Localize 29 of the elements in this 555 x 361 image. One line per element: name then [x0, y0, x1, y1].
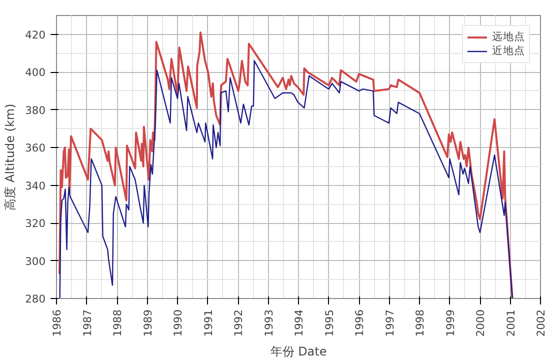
legend-label: 远地点 [492, 30, 525, 44]
y-tick-label: 280 [25, 292, 46, 306]
x-tick-label: 1989 [141, 309, 154, 337]
x-tick-label: 1994 [292, 309, 306, 337]
x-tick-label: 1999 [444, 309, 457, 337]
x-tick-label: 1990 [172, 309, 184, 337]
y-tick-label: 320 [25, 217, 46, 230]
y-tick-label: 420 [25, 28, 46, 42]
legend-label: 近地点 [492, 44, 525, 58]
x-tick-label: 2001 [504, 309, 518, 337]
x-tick-label: 1995 [322, 309, 336, 337]
y-axis-title: 高度 Altitude (km) [3, 104, 18, 210]
x-tick-label: 1988 [111, 309, 124, 337]
y-tick-label: 380 [25, 104, 46, 117]
y-tick-label: 360 [25, 142, 46, 155]
y-tick-label: 400 [25, 66, 46, 80]
x-tick-label: 1998 [414, 309, 426, 337]
x-tick-label: 2000 [474, 309, 487, 337]
y-tick-label: 300 [25, 254, 46, 268]
x-tick-label: 1987 [80, 309, 94, 337]
x-axis-title: 年份 Date [270, 344, 327, 359]
x-tick-label: 1986 [50, 309, 64, 337]
x-tick-label: 1993 [262, 309, 276, 337]
x-tick-label: 1991 [202, 309, 215, 337]
x-tick-label: 1996 [353, 309, 366, 337]
x-tick-label: 1992 [232, 309, 245, 337]
x-tick-label: 1997 [383, 309, 396, 337]
y-tick-label: 340 [25, 179, 46, 192]
x-tick-label: 2002 [534, 309, 548, 337]
